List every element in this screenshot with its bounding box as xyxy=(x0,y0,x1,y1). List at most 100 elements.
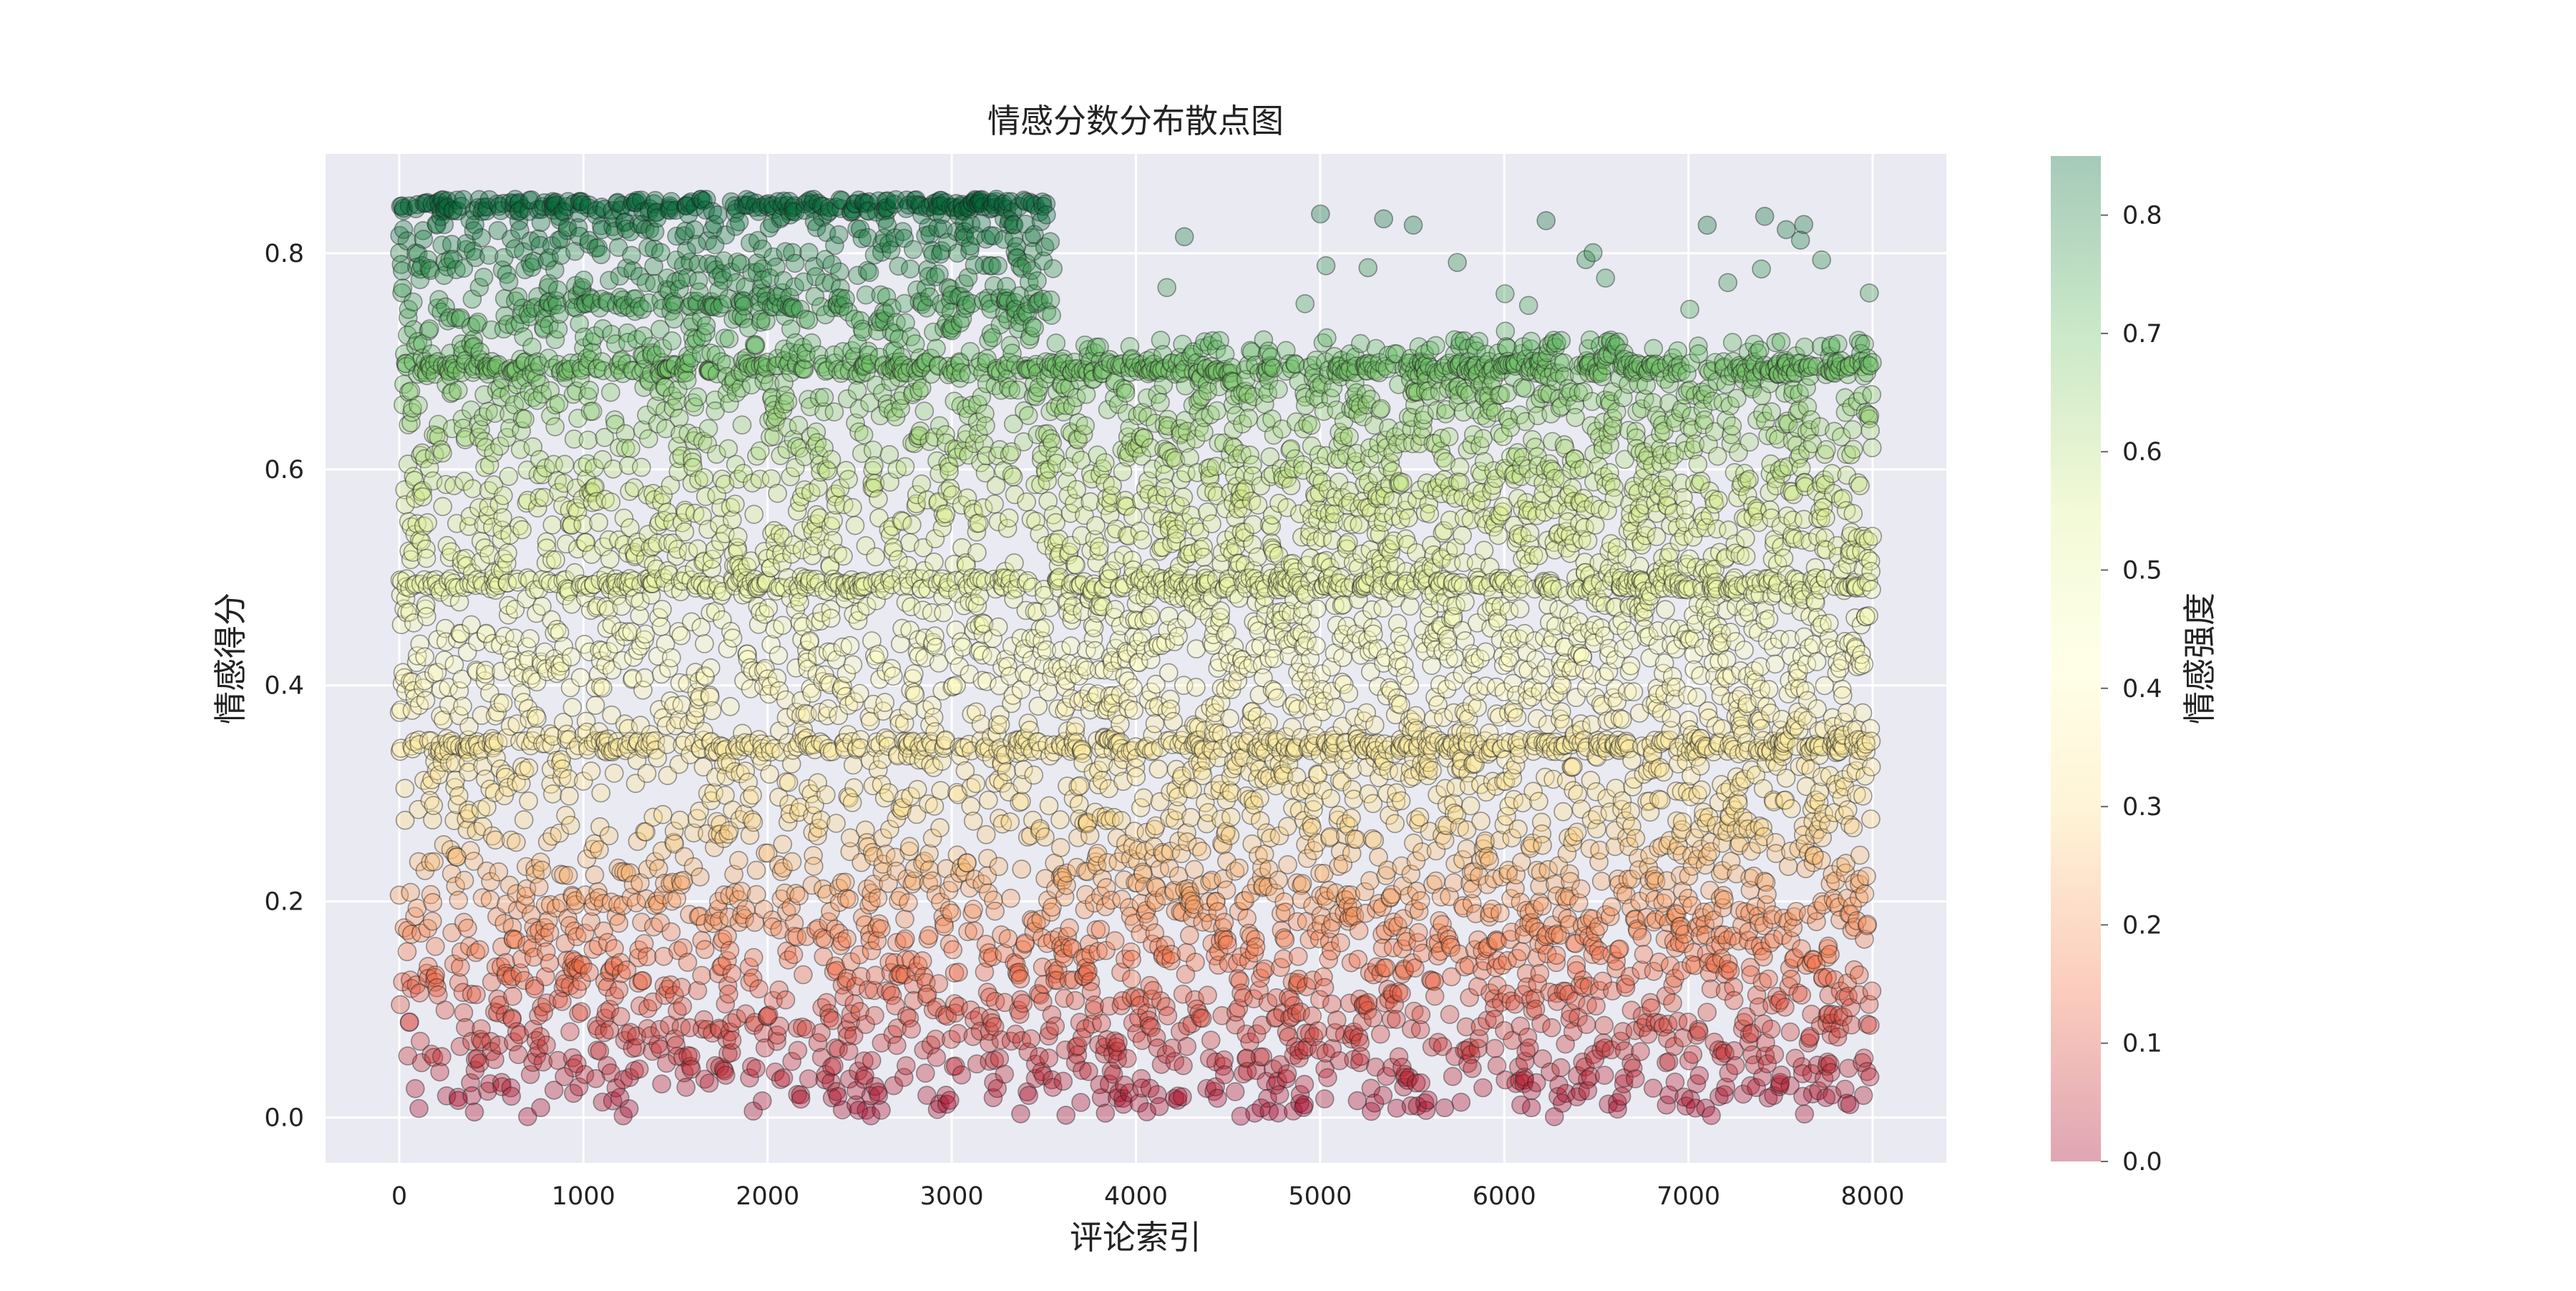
data-point xyxy=(463,1087,481,1105)
data-point xyxy=(418,550,436,567)
data-point xyxy=(1106,932,1124,950)
data-point xyxy=(703,702,721,720)
data-point xyxy=(688,388,706,406)
data-point xyxy=(965,900,982,918)
data-point xyxy=(612,1008,630,1026)
data-point xyxy=(530,878,548,896)
data-point xyxy=(836,873,854,891)
data-point xyxy=(780,774,798,791)
data-point xyxy=(561,1023,579,1041)
data-point xyxy=(997,763,1015,781)
data-point xyxy=(847,517,864,535)
data-point xyxy=(980,791,997,809)
data-point xyxy=(562,817,580,834)
data-point xyxy=(424,796,442,814)
data-point xyxy=(729,527,747,545)
data-point xyxy=(1202,1031,1220,1049)
data-point xyxy=(464,479,482,497)
data-point xyxy=(679,953,697,971)
data-point xyxy=(563,698,581,716)
data-point xyxy=(1279,817,1297,835)
data-point xyxy=(869,490,887,508)
data-point xyxy=(897,930,914,947)
data-point xyxy=(507,834,525,852)
data-point xyxy=(914,952,932,970)
data-point xyxy=(1158,278,1176,296)
data-point xyxy=(1091,920,1109,938)
data-point xyxy=(841,637,859,655)
data-point xyxy=(418,608,436,625)
data-point xyxy=(634,972,652,990)
data-point xyxy=(610,915,628,932)
data-point xyxy=(1181,927,1199,945)
data-point xyxy=(888,1036,906,1054)
data-point xyxy=(830,225,848,243)
data-point xyxy=(467,985,485,1003)
data-point xyxy=(1149,760,1167,778)
data-point xyxy=(1038,206,1055,224)
data-point xyxy=(471,941,489,959)
data-point xyxy=(515,811,533,829)
data-point xyxy=(977,826,995,844)
data-point xyxy=(1005,468,1023,486)
data-point xyxy=(580,381,598,399)
data-point xyxy=(1142,606,1160,624)
data-point xyxy=(950,963,967,981)
data-point xyxy=(620,1100,638,1118)
data-point xyxy=(1251,789,1269,807)
data-point xyxy=(1005,554,1023,572)
data-point xyxy=(1187,678,1205,696)
data-point xyxy=(721,698,739,716)
data-point xyxy=(931,819,949,837)
data-point xyxy=(494,509,512,527)
data-point xyxy=(560,867,577,885)
data-point xyxy=(1218,881,1236,899)
data-point xyxy=(1091,537,1108,555)
data-point xyxy=(724,629,742,647)
data-point xyxy=(1109,1033,1127,1051)
data-point xyxy=(401,1013,419,1031)
data-point xyxy=(937,505,955,522)
data-point xyxy=(693,967,711,985)
data-point xyxy=(904,240,922,258)
data-point xyxy=(416,648,434,666)
data-point xyxy=(391,995,409,1013)
data-point xyxy=(903,516,921,534)
data-point xyxy=(709,206,727,224)
data-point xyxy=(547,551,565,569)
data-point xyxy=(1230,859,1248,877)
data-point xyxy=(494,487,512,505)
data-point xyxy=(499,467,517,485)
data-point xyxy=(733,416,751,434)
data-point xyxy=(546,418,564,436)
data-point xyxy=(663,649,680,667)
data-point xyxy=(1028,272,1046,290)
data-point xyxy=(433,1048,451,1066)
data-point xyxy=(600,827,618,844)
data-point xyxy=(1081,493,1099,511)
data-point xyxy=(1302,416,1320,434)
data-point xyxy=(653,600,671,618)
data-point xyxy=(769,484,786,502)
data-point xyxy=(1047,334,1065,352)
data-point xyxy=(671,812,689,829)
data-point xyxy=(584,402,602,420)
data-point xyxy=(701,1074,718,1092)
data-point xyxy=(1118,1050,1136,1068)
data-point xyxy=(580,432,597,449)
data-point xyxy=(580,963,598,981)
data-point xyxy=(1247,938,1265,956)
data-point xyxy=(730,852,748,869)
data-point xyxy=(825,1057,843,1075)
data-point xyxy=(1156,479,1174,497)
data-point xyxy=(1123,950,1141,968)
data-point xyxy=(590,514,608,532)
data-point xyxy=(784,853,801,871)
data-point xyxy=(1022,1030,1040,1048)
data-point xyxy=(1072,1093,1090,1111)
data-point xyxy=(1195,548,1213,566)
data-point xyxy=(748,862,766,880)
data-point xyxy=(822,609,840,627)
data-point xyxy=(897,458,914,476)
